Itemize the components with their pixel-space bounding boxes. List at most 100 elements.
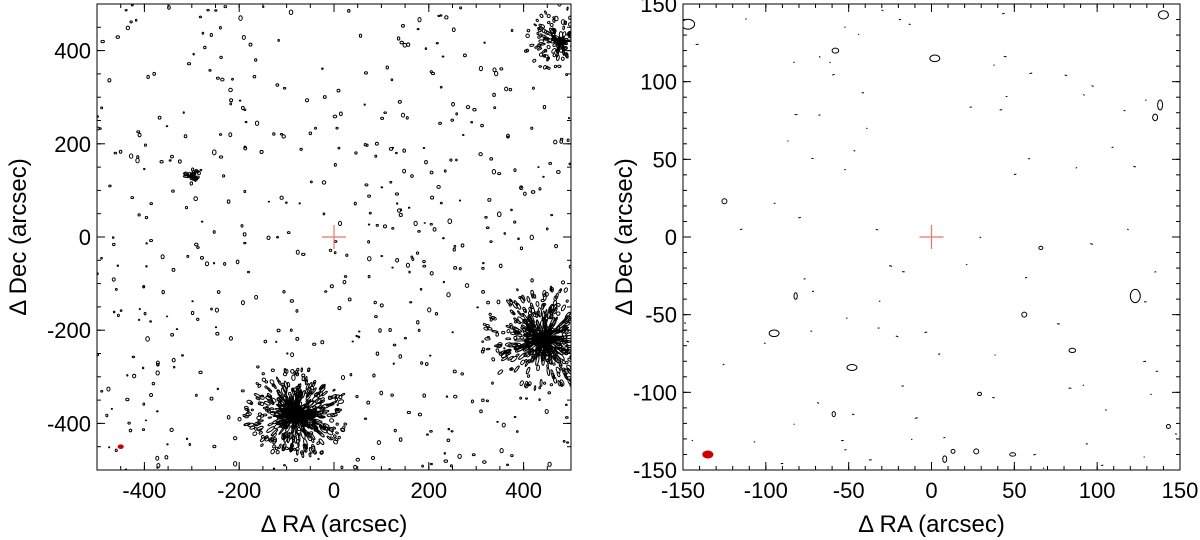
noise-speck: [1082, 94, 1085, 96]
noise-speck: [881, 9, 884, 12]
noise-contour: [146, 74, 150, 80]
cluster-1-contour: [561, 321, 571, 329]
left-panel: -400 -200 0 200 400 -400 -200 0 200 400 Δ RA (arcs…: [5, 3, 603, 538]
cluster-0-contour: [244, 415, 249, 419]
noise-contour: [177, 159, 182, 164]
noise-contour: [417, 412, 422, 417]
noise-contour: [143, 311, 147, 316]
cluster-1-contour: [574, 314, 582, 321]
cluster-3-contour: [583, 55, 587, 58]
cluster-0-contour: [295, 449, 299, 456]
cluster-1-contour: [588, 367, 592, 371]
cluster-0-contour: [256, 425, 264, 431]
cluster-1-contour: [514, 342, 518, 346]
noise-contour: [421, 464, 424, 468]
noise-contour: [244, 120, 248, 124]
cluster-0-contour: [274, 446, 279, 451]
noise-contour: [380, 254, 384, 258]
cluster-1-contour: [547, 356, 553, 365]
cluster-0-contour: [257, 401, 262, 406]
noise-contour: [295, 309, 299, 313]
noise-speck: [798, 216, 802, 219]
noise-contour: [374, 315, 378, 319]
noise-contour: [368, 211, 372, 215]
cluster-0-contour: [305, 443, 308, 450]
cluster-0-contour: [334, 407, 340, 411]
noise-contour: [529, 234, 534, 241]
cluster-1-contour: [565, 311, 571, 318]
noise-contour: [429, 429, 433, 433]
noise-contour: [129, 20, 133, 24]
noise-contour: [223, 5, 228, 9]
cluster-3-contour: [536, 47, 543, 51]
noise-contour: [492, 92, 496, 97]
cluster-1-contour: [576, 362, 582, 368]
cluster-0-contour: [321, 390, 328, 397]
noise-speck: [853, 149, 856, 152]
noise-contour: [289, 299, 294, 303]
cluster-1-contour: [584, 327, 591, 332]
cluster-0-contour: [269, 407, 275, 411]
noise-speck: [999, 108, 1003, 111]
noise-contour: [443, 452, 446, 455]
cluster-1-contour: [562, 342, 568, 346]
cluster-0-contour: [266, 392, 272, 398]
cluster-1-contour: [486, 326, 493, 331]
noise-contour: [240, 224, 244, 228]
cluster-1-contour: [488, 312, 492, 316]
noise-speck: [844, 448, 847, 451]
noise-contour: [506, 463, 510, 466]
cluster-3-contour: [537, 28, 542, 33]
cluster-0-contour: [310, 433, 316, 441]
noise-speck: [816, 401, 820, 404]
cluster-0-contour: [296, 396, 302, 403]
noise-contour: [545, 227, 549, 231]
noise-contour: [435, 41, 439, 45]
cluster-1-contour: [562, 325, 568, 331]
x-tick-label: 0: [328, 478, 340, 503]
noise-contour: [141, 428, 146, 431]
cluster-0-contour: [275, 449, 280, 455]
noise-contour: [409, 301, 413, 304]
noise-contour: [112, 310, 116, 314]
cluster-3-contour: [576, 57, 581, 62]
cluster-1-contour: [581, 353, 588, 358]
noise-contour: [476, 306, 479, 309]
noise-contour: [336, 88, 341, 93]
noise-contour: [370, 455, 376, 460]
noise-contour: [222, 174, 226, 178]
noise-contour: [321, 67, 324, 70]
noise-contour: [248, 42, 253, 47]
noise-contour: [403, 336, 407, 340]
noise-contour: [548, 162, 553, 165]
cluster-1-contour: [563, 287, 568, 293]
cluster-0-contour: [304, 375, 308, 383]
noise-contour: [547, 461, 552, 467]
noise-contour: [183, 134, 188, 139]
cluster-1-contour: [600, 337, 603, 339]
cluster-0-contour: [298, 383, 302, 390]
noise-contour: [256, 365, 260, 369]
noise-contour: [279, 132, 284, 136]
cluster-0-contour: [311, 423, 319, 430]
cluster-0-contour: [295, 446, 300, 452]
cluster-3-contour: [583, 34, 588, 37]
noise-contour: [199, 168, 203, 172]
contour: [831, 47, 840, 54]
noise-contour: [538, 65, 542, 68]
noise-contour: [496, 420, 499, 423]
noise-contour: [562, 439, 566, 443]
noise-contour: [399, 208, 403, 212]
cluster-1-contour: [536, 364, 541, 372]
cluster-1-contour: [577, 310, 582, 315]
noise-contour: [193, 196, 199, 202]
noise-contour: [196, 246, 200, 249]
noise-contour: [233, 461, 238, 467]
noise-contour: [275, 340, 278, 343]
cluster-1-contour: [527, 374, 531, 378]
cluster-0-contour: [246, 399, 253, 405]
noise-speck: [818, 56, 821, 58]
noise-contour: [340, 465, 344, 470]
noise-contour: [333, 162, 337, 167]
noise-contour: [472, 107, 477, 112]
